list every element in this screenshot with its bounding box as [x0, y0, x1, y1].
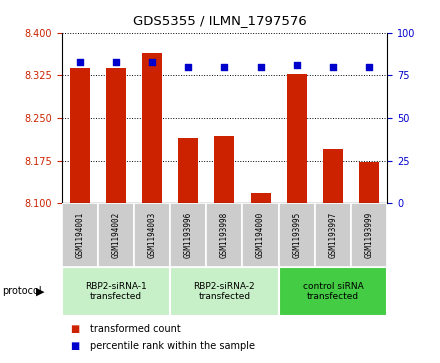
Bar	[134, 203, 170, 267]
Point	[149, 59, 156, 65]
Bar	[359, 162, 379, 203]
Point	[221, 64, 228, 70]
Text: GSM1194000: GSM1194000	[256, 212, 265, 258]
Text: ■: ■	[70, 341, 80, 351]
Bar	[251, 193, 271, 203]
Bar	[142, 53, 162, 203]
Bar	[178, 138, 198, 203]
Bar	[214, 136, 235, 203]
Text: GSM1194003: GSM1194003	[147, 212, 157, 258]
Bar	[279, 267, 387, 316]
Bar	[279, 203, 315, 267]
Text: GSM1193995: GSM1193995	[292, 212, 301, 258]
Text: RBP2-siRNA-1
transfected: RBP2-siRNA-1 transfected	[85, 282, 147, 301]
Point	[330, 64, 337, 70]
Text: GSM1193998: GSM1193998	[220, 212, 229, 258]
Bar	[170, 203, 206, 267]
Point	[76, 59, 83, 65]
Text: GSM1194001: GSM1194001	[75, 212, 84, 258]
Text: GSM1194002: GSM1194002	[111, 212, 121, 258]
Point	[366, 64, 373, 70]
Text: percentile rank within the sample: percentile rank within the sample	[90, 341, 255, 351]
Bar	[106, 68, 126, 203]
Text: GSM1193999: GSM1193999	[365, 212, 374, 258]
Bar	[287, 74, 307, 203]
Bar	[62, 203, 98, 267]
Bar	[170, 267, 279, 316]
Text: GSM1193997: GSM1193997	[328, 212, 337, 258]
Text: transformed count: transformed count	[90, 323, 181, 334]
Point	[293, 62, 300, 68]
Bar	[315, 203, 351, 267]
Text: GDS5355 / ILMN_1797576: GDS5355 / ILMN_1797576	[133, 15, 307, 28]
Text: control siRNA
transfected: control siRNA transfected	[303, 282, 363, 301]
Bar	[70, 68, 90, 203]
Point	[257, 64, 264, 70]
Bar	[206, 203, 242, 267]
Text: protocol: protocol	[2, 286, 42, 296]
Text: GSM1193996: GSM1193996	[184, 212, 193, 258]
Point	[112, 59, 119, 65]
Bar	[351, 203, 387, 267]
Bar	[62, 267, 170, 316]
Text: ■: ■	[70, 323, 80, 334]
Bar	[323, 149, 343, 203]
Bar	[98, 203, 134, 267]
Text: ▶: ▶	[36, 286, 44, 296]
Point	[185, 64, 192, 70]
Bar	[242, 203, 279, 267]
Text: RBP2-siRNA-2
transfected: RBP2-siRNA-2 transfected	[194, 282, 255, 301]
